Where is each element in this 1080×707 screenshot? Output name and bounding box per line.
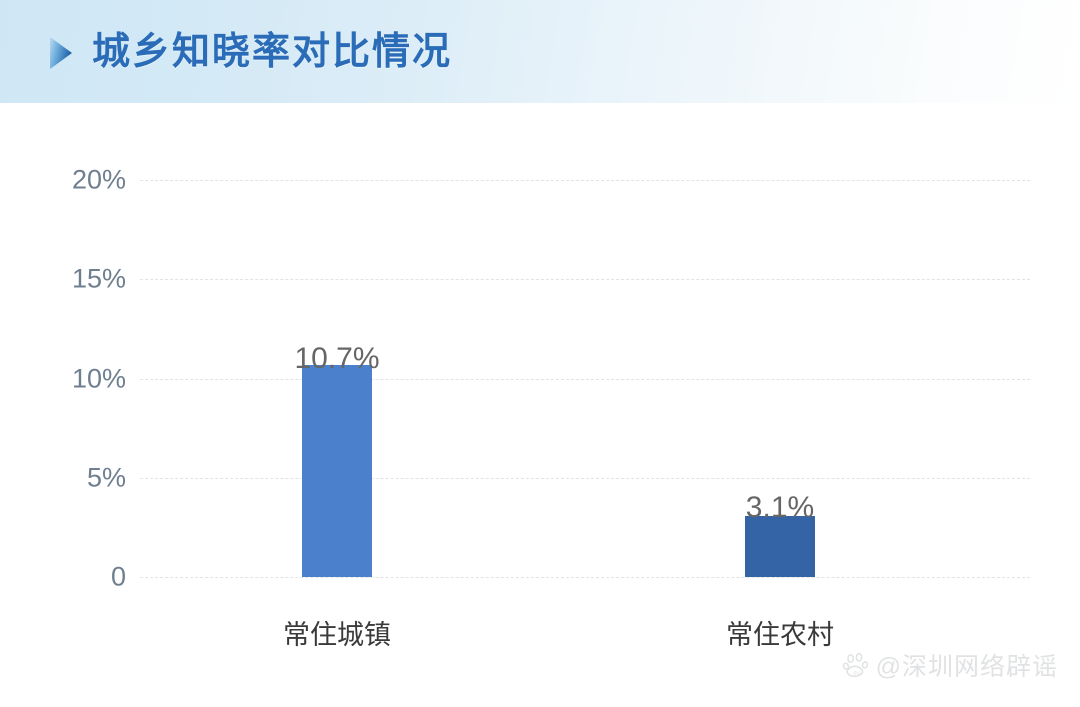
bar-chengzhen[interactable] <box>302 364 372 577</box>
y-tick-label: 5% <box>86 462 126 493</box>
y-tick-label: 10% <box>71 363 126 393</box>
chart-canvas: 20% 15% 10% 5% 0 10.7% 3.1% 常住城镇 常住农村 <box>0 103 1080 707</box>
watermark: du @深圳网络辟谣 <box>842 651 1058 683</box>
gridline <box>140 477 1030 479</box>
header-band: 城乡知晓率对比情况 <box>0 0 1080 103</box>
y-tick-label: 0 <box>110 561 126 592</box>
baidu-paw-icon: du <box>842 651 870 683</box>
y-axis: 20% 15% 10% 5% 0 <box>0 166 126 590</box>
gridline <box>140 180 1030 181</box>
category-label-chengzhen: 常住城镇 <box>283 620 391 650</box>
header-title-group: 城乡知晓率对比情况 <box>48 0 452 103</box>
y-tick-label: 15% <box>71 263 126 294</box>
page-title: 城乡知晓率对比情况 <box>92 30 453 73</box>
watermark-text: @深圳网络辟谣 <box>875 652 1058 681</box>
triangle-right-icon <box>48 36 74 70</box>
category-label-nongcun: 常住农村 <box>726 620 834 650</box>
gridline <box>140 378 1030 380</box>
bar-value-label-chengzhen: 10.7% <box>294 342 380 375</box>
plot-area: 10.7% 3.1% 常住城镇 常住农村 <box>140 180 1030 649</box>
gridline <box>140 279 1030 281</box>
gridline <box>140 577 1030 578</box>
bar-value-label-nongcun: 3.1% <box>745 491 815 524</box>
y-tick-label: 20% <box>71 164 126 195</box>
bar-nongcun[interactable] <box>745 515 815 577</box>
svg-text:du: du <box>853 671 860 677</box>
